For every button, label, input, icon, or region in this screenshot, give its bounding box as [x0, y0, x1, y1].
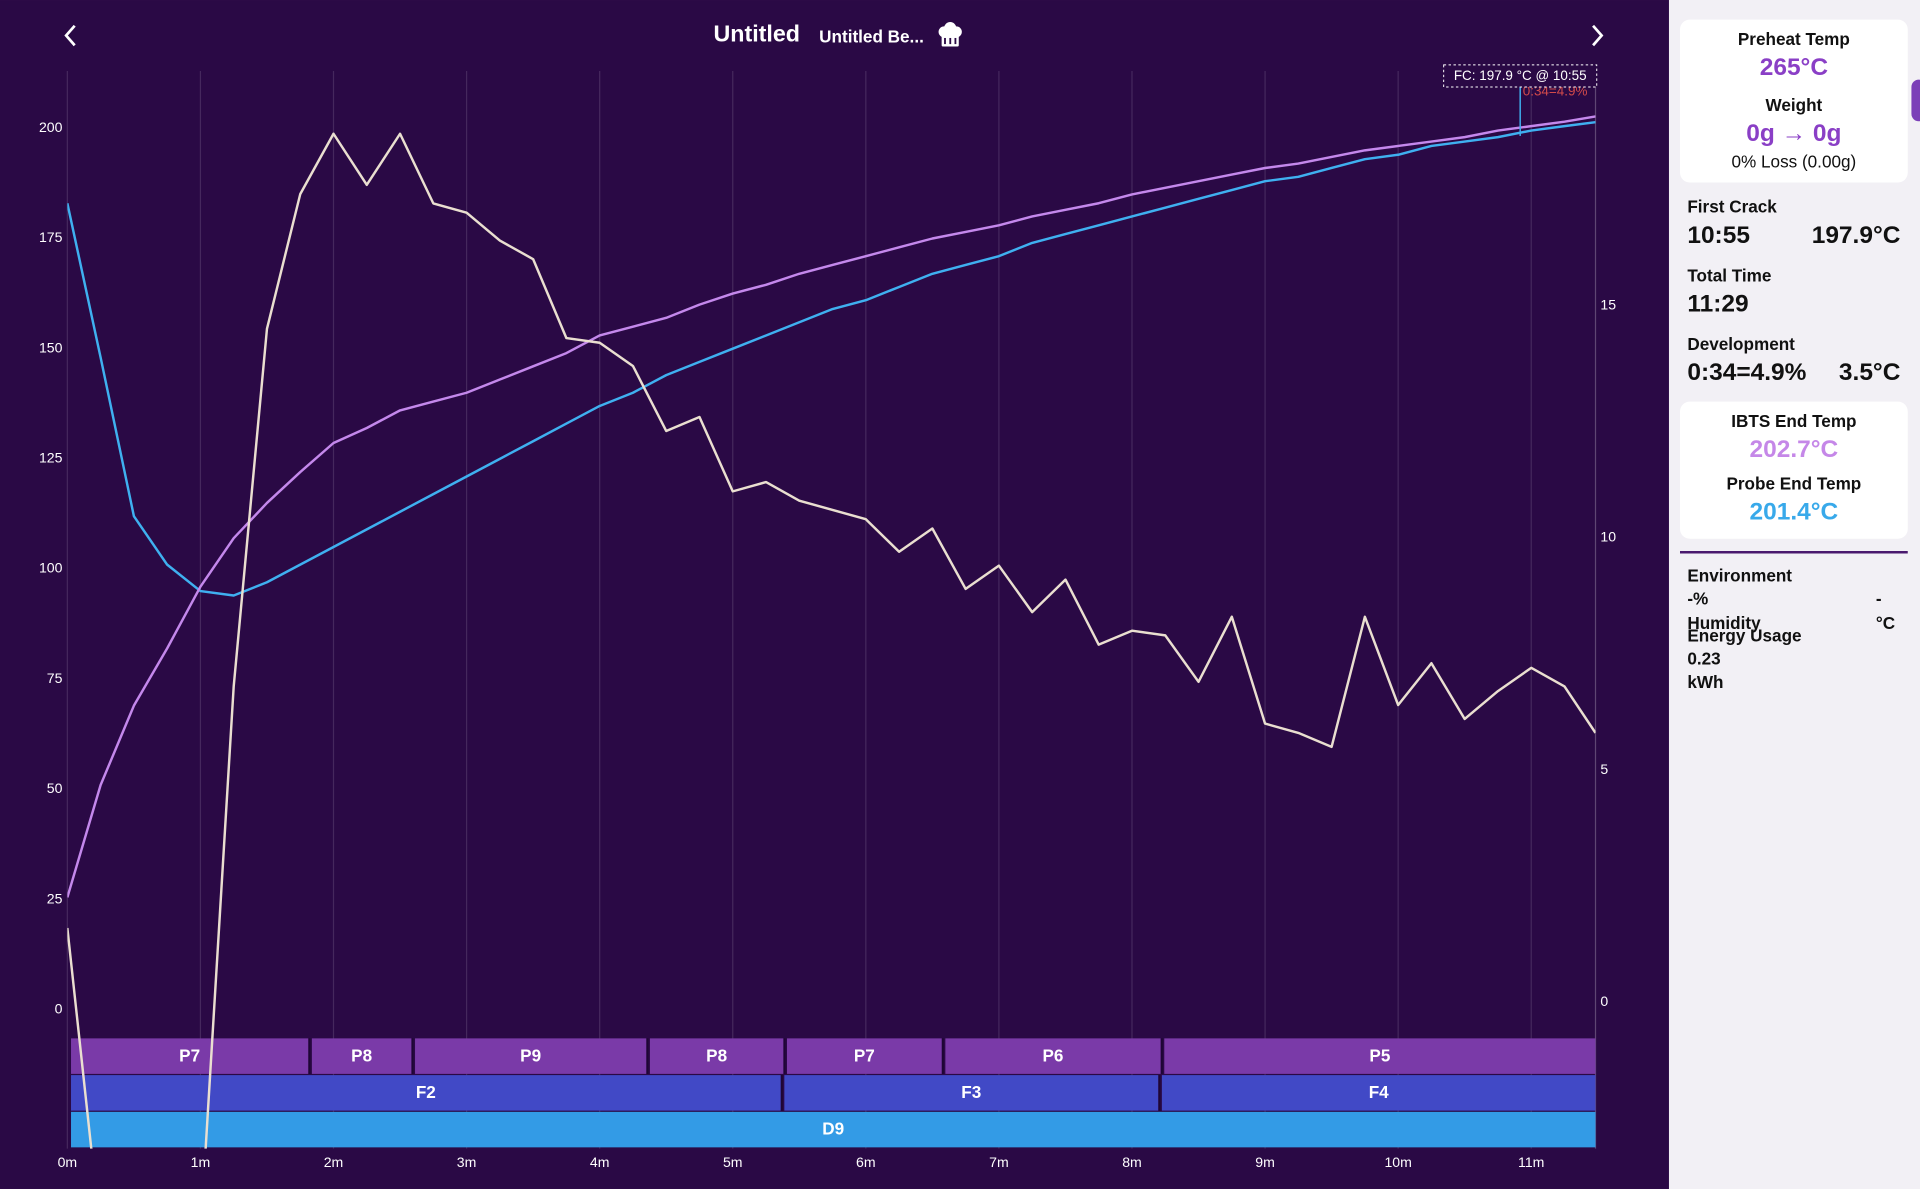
phase-label: D9: [822, 1119, 844, 1139]
phase-segment: [649, 1038, 784, 1074]
phase-segment: [1164, 1038, 1596, 1074]
y-tick-label: 200: [39, 119, 63, 135]
label: Probe End Temp: [1726, 473, 1861, 493]
label: First Crack: [1687, 197, 1777, 217]
x-tick-label: 7m: [989, 1154, 1009, 1170]
phase-label: P7: [854, 1045, 875, 1065]
label: kWh: [1687, 672, 1723, 692]
card: [1680, 401, 1908, 539]
phase-segment: [786, 1038, 942, 1074]
value: 0.23: [1687, 649, 1720, 669]
forward-button[interactable]: [1592, 24, 1604, 47]
value: -%: [1687, 589, 1708, 609]
card: [1680, 19, 1908, 183]
subtitle: Untitled Be...: [819, 27, 924, 47]
x-tick-label: 3m: [457, 1154, 477, 1170]
phase-segment: [71, 1111, 1596, 1148]
x-tick-label: 9m: [1255, 1154, 1275, 1170]
phase-label: P5: [1369, 1045, 1390, 1065]
phase-segment: [415, 1038, 647, 1074]
y-tick-label: 175: [39, 229, 63, 245]
phase-segment: [945, 1038, 1161, 1074]
value: 202.7°C: [1750, 436, 1839, 463]
phase-label: P9: [520, 1045, 541, 1065]
y2-tick-label: 10: [1600, 529, 1616, 545]
phase-label: P7: [179, 1045, 200, 1065]
y-tick-label: 0: [55, 1000, 63, 1016]
y2-tick-label: 15: [1600, 296, 1616, 312]
y2-tick-label: 0: [1600, 993, 1608, 1009]
value: 0:34=4.9%: [1687, 359, 1806, 386]
y-tick-label: 75: [47, 670, 63, 686]
y-tick-label: 100: [39, 560, 63, 576]
value: 201.4°C: [1750, 499, 1839, 526]
y-tick-label: 150: [39, 339, 63, 355]
label: Environment: [1687, 565, 1792, 585]
y2-tick-label: 5: [1600, 761, 1608, 777]
phase-segment: [71, 1075, 781, 1111]
x-tick-label: 5m: [723, 1154, 743, 1170]
phase-segment: [784, 1075, 1159, 1111]
series-line: [67, 115, 1596, 898]
value: 11:29: [1687, 290, 1748, 317]
phase-label: F4: [1369, 1082, 1389, 1102]
label: Development: [1687, 334, 1795, 354]
value: 0g → 0g: [1746, 120, 1841, 147]
y-tick-label: 125: [39, 450, 63, 466]
phase-segment: [311, 1038, 412, 1074]
y-tick-label: 25: [47, 890, 63, 906]
x-tick-label: 1m: [191, 1154, 211, 1170]
label: Weight: [1765, 95, 1822, 115]
x-tick-label: 10m: [1384, 1154, 1411, 1170]
phase-label: F3: [961, 1082, 981, 1102]
series-line: [67, 120, 1596, 597]
back-button[interactable]: [64, 24, 76, 47]
value: 265°C: [1760, 54, 1828, 81]
chef-icon[interactable]: [938, 22, 962, 47]
x-tick-label: 6m: [856, 1154, 876, 1170]
sidebar-tab[interactable]: [1911, 79, 1920, 122]
x-tick-label: 2m: [324, 1154, 344, 1170]
series-line: [67, 132, 1596, 1149]
value: 10:55: [1687, 222, 1750, 249]
value: 3.5°C: [1839, 359, 1900, 386]
sidebar: [1668, 0, 1920, 1189]
y-tick-label: 50: [47, 780, 63, 796]
label: Preheat Temp: [1738, 29, 1850, 49]
phase-label: F2: [416, 1082, 436, 1102]
value: 197.9°C: [1812, 222, 1901, 249]
chart-background: [0, 0, 1669, 1189]
phase-label: P8: [351, 1045, 372, 1065]
annotation-box: [1443, 64, 1598, 88]
x-tick-label: 4m: [590, 1154, 610, 1170]
value: -: [1876, 589, 1882, 609]
label: IBTS End Temp: [1731, 411, 1856, 431]
phase-label: P6: [1043, 1045, 1064, 1065]
annotation-sublabel: 0:34=4.9%: [1523, 83, 1588, 98]
label: Total Time: [1687, 265, 1771, 285]
x-tick-label: 11m: [1518, 1154, 1544, 1170]
label: Energy Usage: [1687, 625, 1801, 645]
phase-label: P8: [706, 1045, 727, 1065]
x-tick-label: 0m: [58, 1154, 78, 1170]
plot-area: [67, 115, 1596, 1149]
phase-segment: [1161, 1075, 1596, 1111]
annotation-label: FC: 197.9 °C @ 10:55: [1454, 68, 1587, 83]
title: Untitled: [713, 21, 800, 47]
chart: 0m 1m 2m 3m 4m 5m 6m 7m 8m 9m 10m 11m02550751001251…: [39, 64, 1616, 1170]
x-tick-label: 8m: [1122, 1154, 1142, 1170]
label: Humidity: [1687, 613, 1761, 633]
phase-segment: [71, 1038, 309, 1074]
label: °C: [1876, 613, 1895, 633]
note: 0% Loss (0.00g): [1732, 151, 1857, 171]
